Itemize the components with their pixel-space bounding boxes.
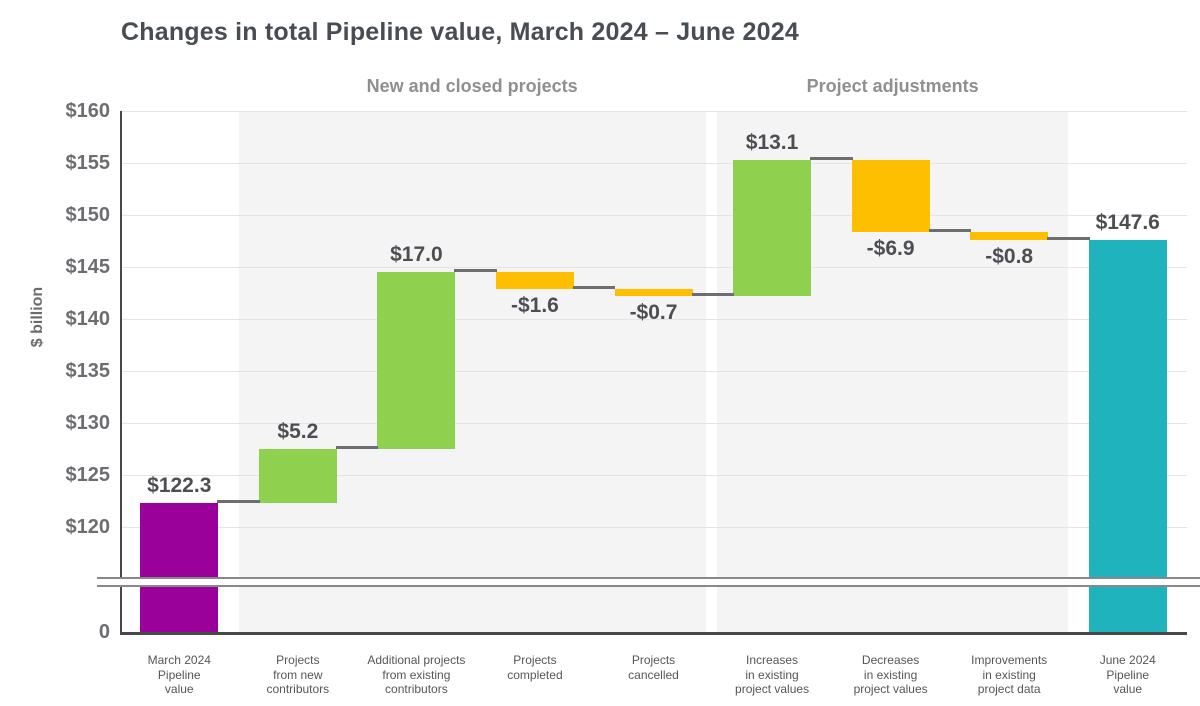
category-label-line: project values xyxy=(735,682,810,696)
category-label-decreases-in-existing-project-values: Decreases in existing project values xyxy=(854,653,928,697)
connector-line-6 xyxy=(810,156,853,160)
bar-june-2024-pipeline-value xyxy=(1088,239,1167,632)
category-label-line: contributors xyxy=(266,682,330,696)
bar-value-label-increases-in-existing-project-values: $13.1 xyxy=(745,130,799,154)
category-label-june-2024-pipeline-value: June 2024 Pipeline value xyxy=(1100,653,1156,697)
y-tick-label-160: $160 xyxy=(65,100,111,122)
bar-value-label-june-2024-pipeline-value: $147.6 xyxy=(1095,210,1160,234)
category-label-line: Decreases xyxy=(861,653,920,667)
bar-value-label-projects-from-new-contributors: $5.2 xyxy=(277,420,319,443)
gridline-140 xyxy=(120,318,1187,320)
y-tick-label-135: $135 xyxy=(65,360,111,382)
axis-break-band xyxy=(97,577,1200,587)
category-label-line: Improvements xyxy=(971,653,1048,667)
connector-line-8 xyxy=(1047,236,1090,240)
section-label-project-adjustments: Project adjustments xyxy=(806,76,979,96)
category-label-line: from existing xyxy=(382,667,451,682)
category-label-line: Projects xyxy=(513,653,557,667)
category-label-line: Pipeline xyxy=(1106,667,1150,682)
category-label-additional-projects-from-existing-contributors: Additional projects from existing contribu… xyxy=(367,653,465,697)
y-axis-line xyxy=(120,111,122,635)
gridline-125 xyxy=(120,474,1187,476)
category-label-line: in existing xyxy=(745,667,799,682)
y-tick-label-120: $120 xyxy=(65,516,111,538)
category-label-line: cancelled xyxy=(628,667,679,682)
bar-march-2024-pipeline-value xyxy=(140,503,219,632)
category-label-line: Projects xyxy=(276,653,320,667)
category-label-line: in existing xyxy=(982,667,1036,682)
category-label-line: completed xyxy=(507,667,563,682)
y-tick-label-150: $150 xyxy=(65,204,111,226)
bar-value-label-improvements-in-existing-project-data: -$0.8 xyxy=(985,244,1034,268)
gridline-160 xyxy=(120,110,1187,112)
category-label-line: Additional projects xyxy=(367,653,466,667)
y-tick-label-130: $130 xyxy=(65,412,111,434)
y-tick-label-155: $155 xyxy=(65,152,111,174)
bar-value-label-march-2024-pipeline-value: $122.3 xyxy=(147,474,212,498)
bar-decreases-in-existing-project-values xyxy=(851,159,930,232)
gridline-150 xyxy=(120,214,1187,216)
gridline-120 xyxy=(120,526,1187,528)
chart-title: Changes in total Pipeline value, March 2… xyxy=(121,18,799,46)
y-tick-label-origin: 0 xyxy=(98,621,110,643)
category-label-line: value xyxy=(1113,682,1143,696)
bar-value-label-projects-cancelled: -$0.7 xyxy=(629,301,678,325)
category-label-line: project data xyxy=(977,682,1041,696)
category-label-projects-completed: Projects completed xyxy=(507,653,562,682)
gridline-155 xyxy=(120,162,1187,164)
connector-line-3 xyxy=(454,269,497,273)
gridline-135 xyxy=(120,370,1187,372)
section-label-new-and-closed-projects: New and closed projects xyxy=(366,76,578,96)
bar-value-label-additional-projects-from-existing-contributors: $17.0 xyxy=(390,243,443,267)
category-label-projects-from-new-contributors: Projects from new contributors xyxy=(266,653,329,697)
bar-additional-projects-from-existing-contributors xyxy=(377,272,456,449)
category-label-line: Increases xyxy=(746,653,799,667)
connector-line-4 xyxy=(572,285,616,289)
gridline-130 xyxy=(120,422,1187,424)
category-label-line: Projects xyxy=(631,653,676,667)
connector-line-7 xyxy=(928,228,972,232)
gridline-145 xyxy=(120,266,1187,268)
y-tick-label-145: $145 xyxy=(65,256,111,278)
category-label-line: June 2024 xyxy=(1099,653,1156,667)
connector-line-1 xyxy=(217,500,260,504)
bar-projects-from-new-contributors xyxy=(258,449,337,504)
bar-increases-in-existing-project-values xyxy=(733,159,812,297)
category-label-line: from new xyxy=(273,667,323,682)
bar-value-label-projects-completed: -$1.6 xyxy=(511,293,559,317)
category-label-line: in existing xyxy=(863,667,918,682)
bar-improvements-in-existing-project-data xyxy=(970,231,1049,240)
connector-line-5 xyxy=(691,293,735,297)
bar-projects-cancelled xyxy=(614,288,693,297)
x-axis-line xyxy=(120,632,1187,635)
bar-projects-completed xyxy=(495,272,574,289)
category-label-march-2024-pipeline-value: March 2024 Pipeline value xyxy=(148,653,211,697)
section-stripe-new-and-closed-projects xyxy=(238,111,706,632)
connector-line-2 xyxy=(335,446,379,449)
category-label-line: March 2024 xyxy=(147,653,211,667)
category-label-line: contributors xyxy=(385,682,448,696)
category-label-increases-in-existing-project-values: Increases in existing project values xyxy=(735,653,809,697)
category-label-line: Pipeline xyxy=(157,667,201,682)
y-tick-label-140: $140 xyxy=(65,308,111,330)
bar-value-label-decreases-in-existing-project-values: -$6.9 xyxy=(866,236,915,260)
category-label-projects-cancelled: Projects cancelled xyxy=(628,653,679,682)
category-label-line: value xyxy=(164,682,194,696)
y-tick-label-125: $125 xyxy=(65,464,111,486)
category-label-line: project values xyxy=(853,682,928,696)
category-label-improvements-in-existing-project-data: Improvements in existing project data xyxy=(971,653,1047,697)
